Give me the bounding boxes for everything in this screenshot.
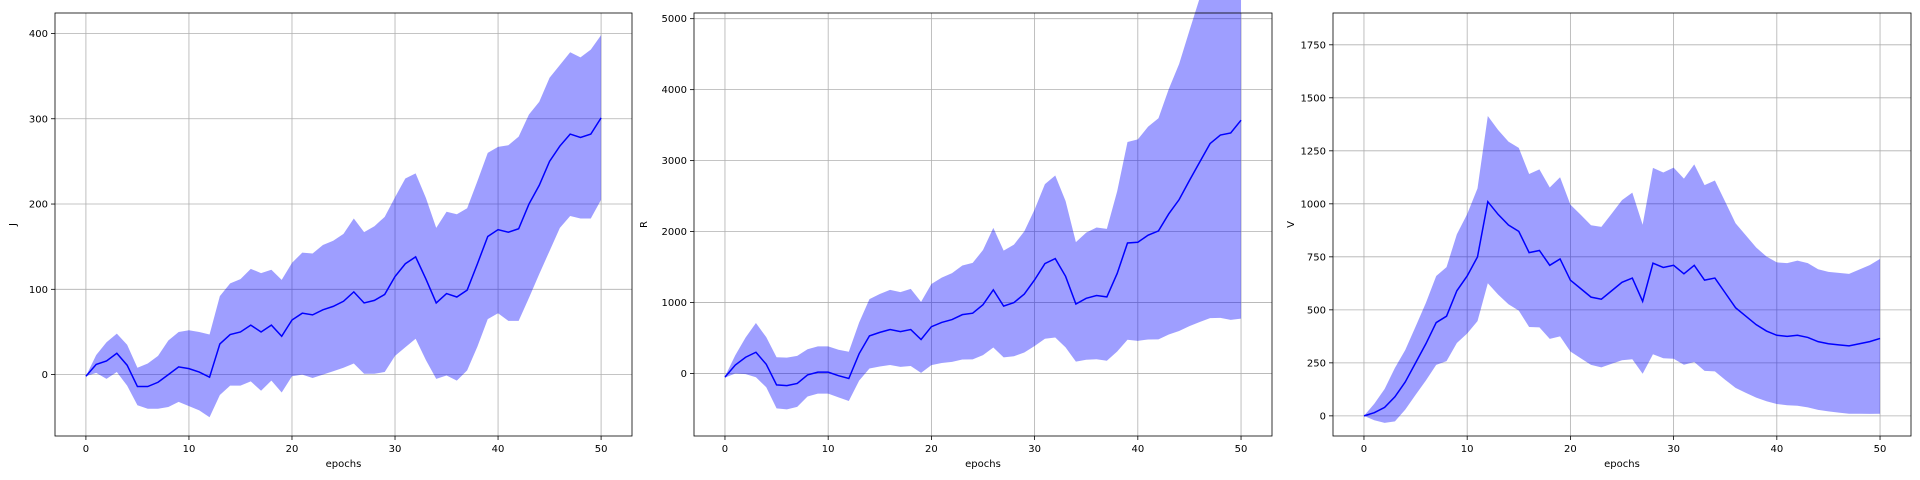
y-axis-label: R — [639, 221, 650, 228]
x-axis-label: epochs — [965, 459, 1001, 470]
x-tick-label: 0 — [83, 444, 89, 455]
y-tick-label: 1000 — [1301, 199, 1326, 210]
subplot-1: 0 10 20 30 40 50 0 100 200 300 400 epochs J — [8, 12, 633, 470]
y-tick-label: 4000 — [662, 85, 687, 96]
y-tick-label: 0 — [1320, 411, 1326, 422]
x-tick-label: 30 — [1667, 444, 1680, 455]
axes-frame — [693, 12, 1273, 437]
x-tick-label: 50 — [1235, 444, 1248, 455]
y-tick-label: 250 — [1307, 358, 1326, 369]
y-axis-label: V — [1286, 221, 1297, 228]
confidence-band — [724, 0, 1242, 410]
y-tick-label: 0 — [42, 370, 48, 381]
x-tick-label: 20 — [286, 444, 299, 455]
x-axis-label: epochs — [1604, 459, 1640, 470]
x-tick-label: 20 — [1564, 444, 1577, 455]
y-axis-label: J — [8, 223, 19, 227]
x-tick-label: 40 — [1770, 444, 1783, 455]
y-tick-label: 200 — [29, 200, 48, 211]
y-tick-label: 1500 — [1301, 93, 1326, 104]
x-tick-label: 20 — [925, 444, 938, 455]
x-tick-label: 40 — [492, 444, 505, 455]
y-tick-label: 1250 — [1301, 146, 1326, 157]
y-tick-label: 750 — [1307, 252, 1326, 263]
y-tick-label: 0 — [681, 369, 687, 380]
x-tick-label: 40 — [1131, 444, 1144, 455]
mean-line — [85, 117, 602, 388]
y-tick-label: 500 — [1307, 305, 1326, 316]
y-tick-label: 400 — [29, 29, 48, 40]
y-tick-label: 100 — [29, 285, 48, 296]
y-tick-label: 3000 — [662, 156, 687, 167]
x-tick-label: 10 — [1461, 444, 1474, 455]
y-tick-label: 1000 — [662, 298, 687, 309]
x-tick-label: 30 — [1028, 444, 1041, 455]
y-tick-label: 1750 — [1301, 40, 1326, 51]
axes-frame — [1332, 12, 1912, 437]
x-tick-label: 10 — [183, 444, 196, 455]
x-tick-label: 0 — [722, 444, 728, 455]
mean-line — [724, 119, 1242, 387]
confidence-band — [85, 35, 602, 418]
subplot-3: 0 10 20 30 40 5002505007501000125015001750epo… — [1286, 12, 1912, 470]
subplot-2: 0 10 20 30 40 50 0 1000 2000 3000 4000 5000 epochs R — [639, 0, 1273, 470]
x-tick-label: 50 — [1874, 444, 1887, 455]
x-tick-label: 0 — [1361, 444, 1367, 455]
x-tick-label: 50 — [595, 444, 608, 455]
mean-line — [1363, 199, 1881, 417]
x-tick-label: 10 — [822, 444, 835, 455]
y-tick-label: 2000 — [662, 227, 687, 238]
confidence-band — [1363, 115, 1881, 423]
x-tick-label: 30 — [389, 444, 402, 455]
y-tick-label: 5000 — [662, 14, 687, 25]
axes-frame — [54, 12, 633, 437]
x-axis-label: epochs — [326, 459, 362, 470]
y-tick-label: 300 — [29, 114, 48, 125]
